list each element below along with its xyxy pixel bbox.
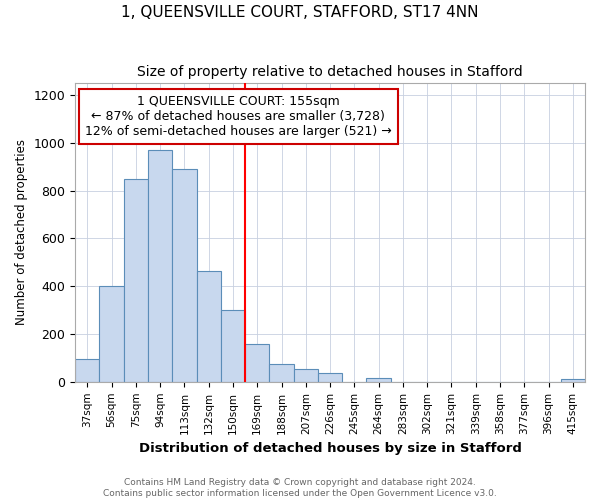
Bar [75,359,100,382]
Bar [318,374,342,382]
Bar [197,270,221,382]
Bar [172,169,197,382]
Text: 1 QUEENSVILLE COURT: 155sqm
← 87% of detached houses are smaller (3,728)
12% of : 1 QUEENSVILLE COURT: 155sqm ← 87% of det… [85,95,392,138]
X-axis label: Distribution of detached houses by size in Stafford: Distribution of detached houses by size … [139,442,521,455]
Bar [221,310,245,382]
Bar [100,286,124,382]
Title: Size of property relative to detached houses in Stafford: Size of property relative to detached ho… [137,65,523,79]
Bar [367,378,391,382]
Bar [124,178,148,382]
Text: 1, QUEENSVILLE COURT, STAFFORD, ST17 4NN: 1, QUEENSVILLE COURT, STAFFORD, ST17 4NN [121,5,479,20]
Bar [245,344,269,382]
Text: Contains HM Land Registry data © Crown copyright and database right 2024.
Contai: Contains HM Land Registry data © Crown c… [103,478,497,498]
Bar [293,369,318,382]
Bar [148,150,172,382]
Bar [561,380,585,382]
Y-axis label: Number of detached properties: Number of detached properties [15,140,28,326]
Bar [269,364,293,382]
